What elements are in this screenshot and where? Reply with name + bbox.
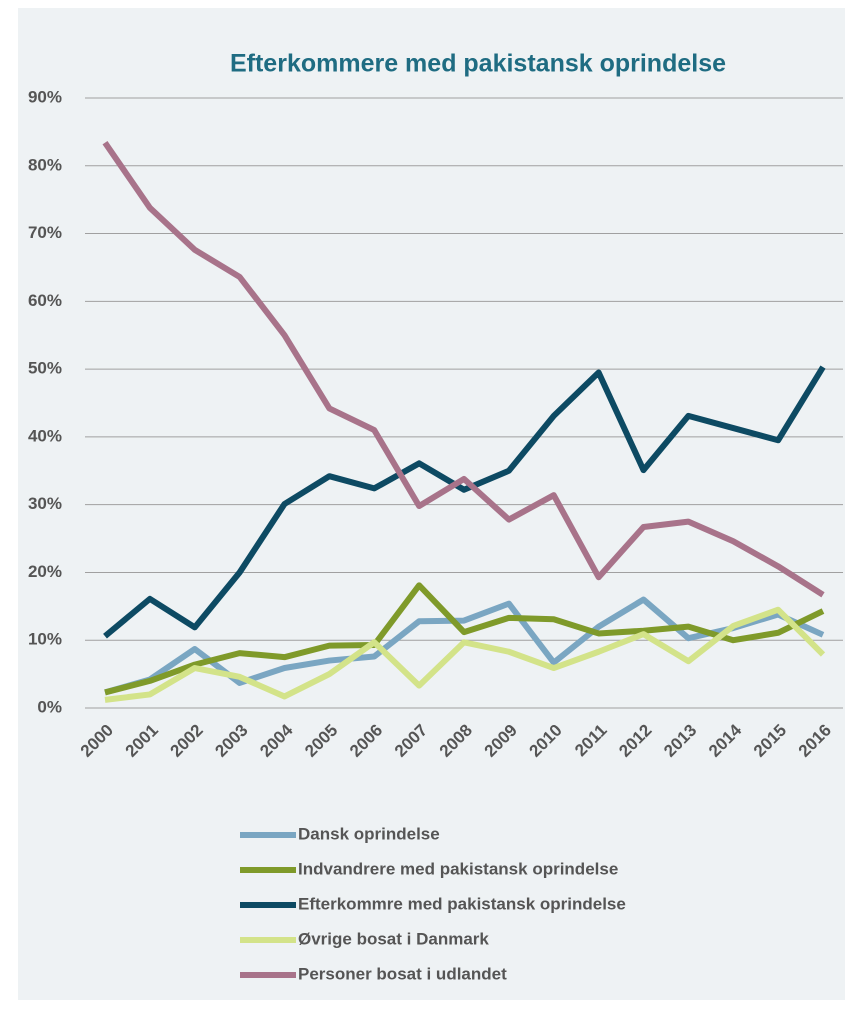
legend-label: Efterkommre med pakistansk oprindelse xyxy=(298,894,626,913)
legend-label: Dansk oprindelse xyxy=(298,824,440,843)
y-tick-label: 70% xyxy=(28,223,62,242)
legend-label: Øvrige bosat i Danmark xyxy=(298,929,489,948)
legend-label: Personer bosat i udlandet xyxy=(298,964,507,983)
chart-background xyxy=(18,8,845,1000)
chart-title: Efterkommere med pakistansk oprindelse xyxy=(230,50,726,78)
y-tick-label: 60% xyxy=(28,291,62,310)
legend-label: Indvandrere med pakistansk oprindelse xyxy=(298,859,618,878)
series-line xyxy=(104,606,826,703)
y-tick-label: 50% xyxy=(28,359,62,378)
y-tick-label: 40% xyxy=(28,426,62,445)
y-tick-label: 20% xyxy=(28,562,62,581)
series-line xyxy=(103,365,826,639)
y-tick-label: 80% xyxy=(28,155,62,174)
y-tick-label: 0% xyxy=(37,697,62,716)
series-line xyxy=(104,582,825,696)
y-tick-label: 10% xyxy=(28,630,62,649)
y-tick-label: 90% xyxy=(28,87,62,106)
series-line xyxy=(102,141,825,598)
y-tick-label: 30% xyxy=(28,494,62,513)
